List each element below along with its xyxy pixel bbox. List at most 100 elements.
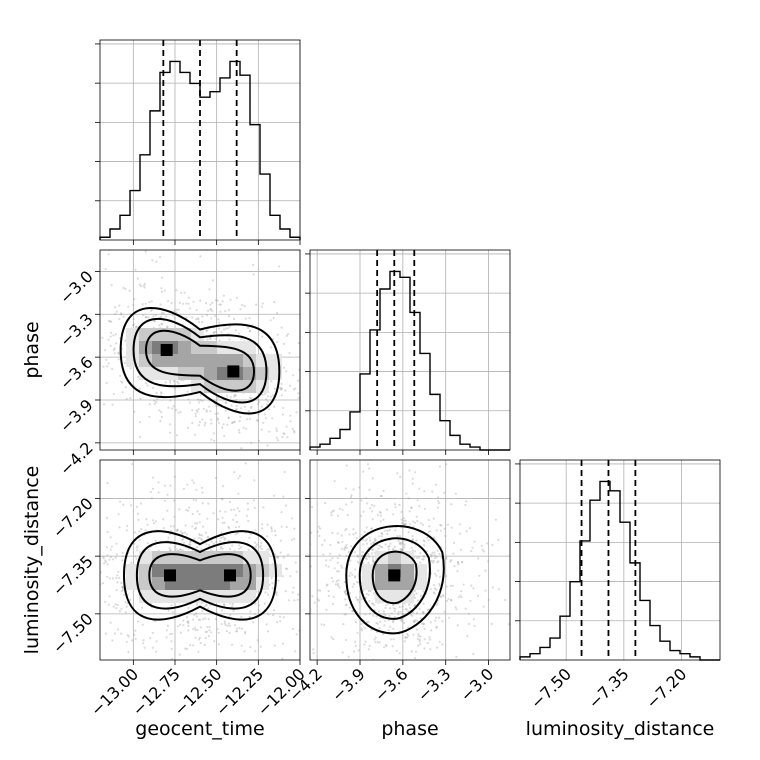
sample-point bbox=[223, 603, 226, 606]
sample-point bbox=[205, 603, 208, 607]
sample-point bbox=[266, 548, 269, 551]
sample-point bbox=[344, 586, 346, 588]
sample-point bbox=[378, 544, 381, 547]
sample-point bbox=[231, 421, 234, 424]
sample-point bbox=[219, 310, 222, 313]
sample-point bbox=[330, 636, 333, 639]
sample-point bbox=[402, 522, 405, 526]
sample-point bbox=[431, 551, 434, 555]
sample-point bbox=[286, 436, 289, 439]
sample-point bbox=[399, 475, 402, 478]
sample-point bbox=[275, 436, 278, 439]
sample-point bbox=[104, 600, 107, 603]
sample-point bbox=[219, 547, 222, 550]
sample-point bbox=[228, 325, 232, 328]
sample-point bbox=[419, 635, 422, 638]
sample-point bbox=[179, 530, 183, 533]
sample-point bbox=[372, 541, 375, 545]
sample-point bbox=[329, 552, 332, 555]
sample-point bbox=[336, 582, 339, 585]
sample-point bbox=[114, 333, 117, 336]
sample-point bbox=[109, 556, 112, 559]
sample-point bbox=[282, 556, 285, 559]
sample-point bbox=[256, 639, 259, 642]
sample-point bbox=[135, 326, 138, 329]
sample-point bbox=[12, 486, 14, 488]
sample-point bbox=[406, 632, 409, 636]
sample-point bbox=[252, 263, 255, 266]
density-cell bbox=[243, 341, 256, 354]
sample-point bbox=[284, 504, 288, 507]
sample-point bbox=[392, 621, 395, 624]
density-cell bbox=[152, 354, 165, 367]
sample-point bbox=[199, 299, 202, 302]
sample-point bbox=[444, 557, 447, 560]
sample-point bbox=[364, 640, 367, 643]
sample-point bbox=[349, 495, 353, 499]
sample-point bbox=[133, 633, 136, 636]
sample-point bbox=[187, 622, 190, 625]
sample-point bbox=[294, 561, 297, 564]
sample-point bbox=[351, 573, 354, 577]
sample-point bbox=[361, 357, 363, 359]
sample-point bbox=[346, 513, 349, 517]
sample-point bbox=[234, 533, 237, 536]
sample-point bbox=[224, 537, 227, 540]
sample-point bbox=[538, 666, 540, 668]
sample-point bbox=[269, 346, 272, 349]
sample-point bbox=[422, 544, 426, 547]
sample-point bbox=[220, 622, 223, 626]
sample-point bbox=[331, 557, 334, 560]
sample-point bbox=[393, 616, 396, 619]
sample-point bbox=[104, 268, 107, 271]
sample-point bbox=[313, 610, 315, 612]
sample-point bbox=[228, 622, 231, 625]
sample-point bbox=[422, 611, 425, 614]
sample-point bbox=[327, 565, 330, 568]
sample-point bbox=[205, 630, 209, 633]
sample-point bbox=[170, 529, 173, 533]
sample-point bbox=[206, 338, 209, 341]
sample-point bbox=[341, 651, 344, 654]
sample-point bbox=[388, 614, 391, 617]
sample-point bbox=[148, 403, 151, 406]
sample-point bbox=[227, 527, 231, 530]
sample-point bbox=[189, 644, 192, 647]
sample-point bbox=[345, 554, 348, 557]
sample-point bbox=[209, 337, 212, 340]
ytick-label-phase-0: −4.2 bbox=[56, 438, 97, 479]
sample-point bbox=[397, 453, 399, 455]
sample-point bbox=[336, 570, 339, 573]
density-frame-geocent_time-luminosity_distance bbox=[99, 459, 301, 661]
sample-point bbox=[221, 426, 224, 429]
sample-point bbox=[275, 429, 278, 432]
sample-point bbox=[166, 325, 169, 329]
sample-point bbox=[160, 322, 163, 325]
sample-point bbox=[107, 362, 110, 365]
sample-point bbox=[214, 299, 217, 302]
density-frame-geocent_time-phase bbox=[99, 249, 301, 451]
sample-point bbox=[365, 621, 369, 624]
sample-point bbox=[112, 348, 115, 351]
sample-point bbox=[384, 606, 387, 610]
sample-point bbox=[192, 300, 195, 303]
sample-point bbox=[331, 602, 334, 606]
sample-point bbox=[235, 296, 238, 299]
sample-point bbox=[389, 638, 393, 641]
sample-point bbox=[207, 536, 210, 539]
sample-point bbox=[302, 603, 304, 605]
sample-point bbox=[248, 536, 251, 540]
sample-point bbox=[264, 392, 267, 396]
sample-point bbox=[93, 542, 95, 544]
sample-point bbox=[160, 315, 163, 318]
sample-point bbox=[437, 569, 440, 572]
sample-point bbox=[457, 596, 460, 599]
sample-point bbox=[368, 644, 371, 648]
sample-point bbox=[367, 561, 370, 565]
sample-point bbox=[171, 407, 174, 410]
sample-point bbox=[438, 584, 441, 587]
sample-point bbox=[89, 339, 91, 341]
sample-point bbox=[124, 611, 127, 614]
sample-point bbox=[414, 656, 417, 660]
sample-point bbox=[116, 574, 119, 577]
